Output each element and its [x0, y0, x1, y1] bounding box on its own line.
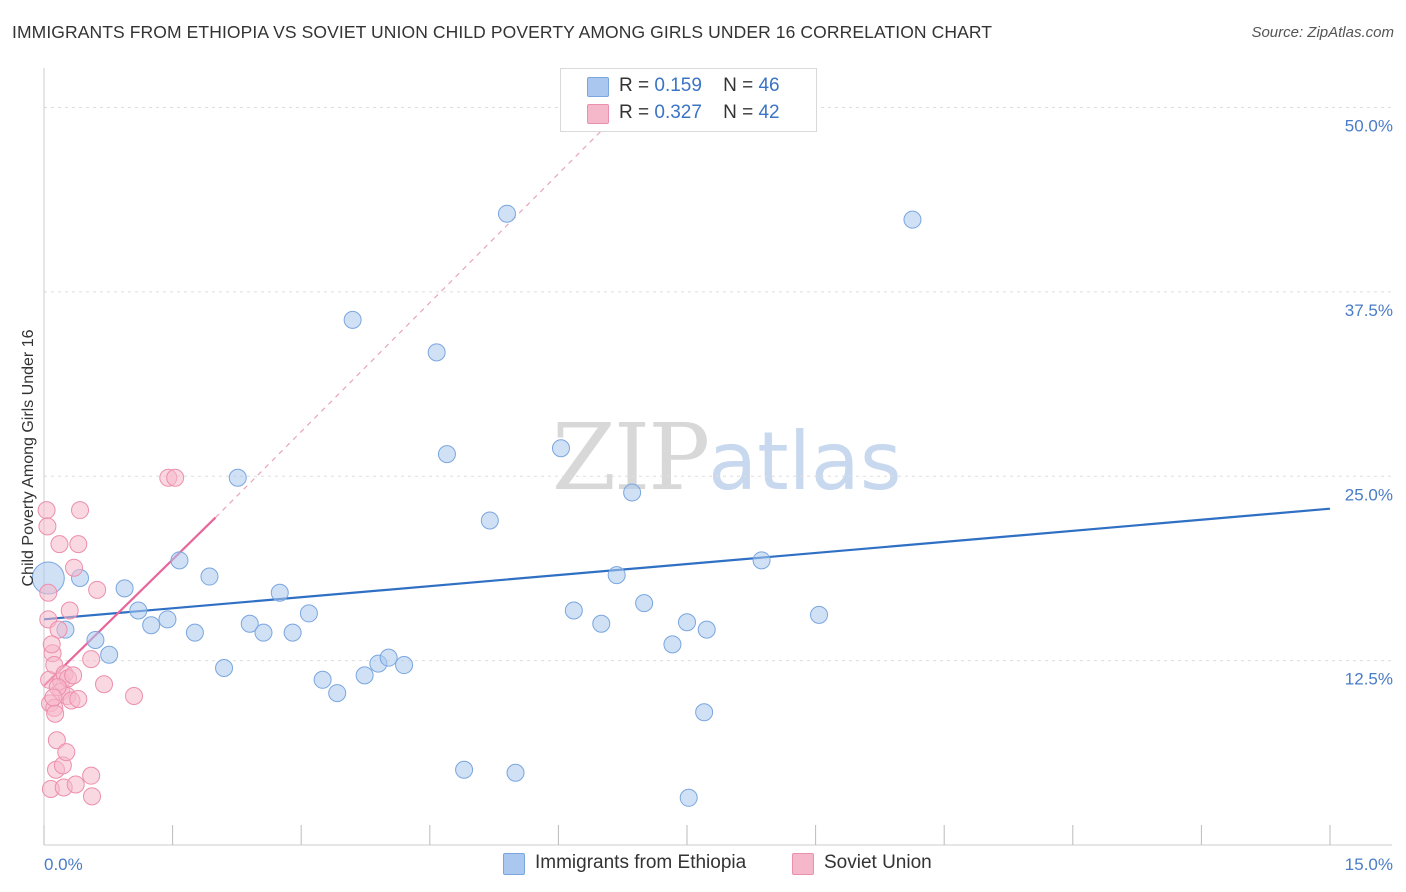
data-points	[31, 204, 922, 807]
point-soviet-34	[88, 580, 107, 599]
point-ethiopia-13	[228, 468, 247, 487]
axes	[43, 68, 1392, 846]
y-tick-label-1: 25.0%	[1345, 485, 1393, 504]
watermark-atlas: atlas	[708, 415, 902, 508]
point-ethiopia-32	[551, 439, 570, 458]
point-soviet-38	[166, 468, 185, 487]
point-ethiopia-33	[564, 601, 583, 620]
point-ethiopia-40	[679, 788, 698, 807]
y-tick-label-3: 50.0%	[1345, 117, 1393, 136]
bottom-legend-swatch-soviet	[792, 853, 814, 875]
point-soviet-36	[125, 687, 144, 706]
point-soviet-10	[46, 704, 65, 723]
point-soviet-28	[69, 689, 88, 708]
legend-swatch-soviet	[587, 104, 609, 124]
point-ethiopia-29	[480, 511, 499, 530]
trend-line-ext-soviet	[215, 121, 611, 518]
point-soviet-33	[83, 787, 102, 806]
tick-labels: 12.5% 25.0% 37.5% 50.0% 0.0% 15.0%	[44, 117, 1393, 875]
point-ethiopia-21	[343, 310, 362, 329]
bottom-legend-label-soviet: Soviet Union	[824, 852, 932, 873]
point-ethiopia-8	[158, 610, 177, 629]
point-soviet-41	[44, 688, 63, 707]
point-soviet-2	[39, 583, 58, 602]
point-ethiopia-31	[506, 763, 525, 782]
point-ethiopia-22	[355, 666, 374, 685]
point-ethiopia-14	[240, 614, 259, 633]
point-ethiopia-20	[328, 684, 347, 703]
point-soviet-35	[95, 675, 114, 694]
legend-swatch-ethiopia	[587, 77, 609, 97]
point-ethiopia-12	[215, 659, 234, 677]
legend: R = 0.159 N = 46 R = 0.327 N = 42	[560, 68, 817, 132]
point-ethiopia-35	[607, 566, 626, 585]
point-ethiopia-11	[200, 567, 219, 586]
point-ethiopia-37	[635, 594, 654, 613]
point-soviet-12	[47, 731, 66, 750]
bottom-legend-label-ethiopia: Immigrants from Ethiopia	[535, 852, 747, 873]
y-tick-label-0: 12.5%	[1345, 670, 1393, 689]
point-soviet-30	[71, 501, 90, 520]
point-soviet-1	[38, 517, 57, 536]
point-ethiopia-17	[283, 623, 302, 642]
chart-source: Source: ZipAtlas.com	[1251, 24, 1394, 41]
point-ethiopia-43	[752, 551, 771, 570]
point-ethiopia-39	[678, 613, 696, 632]
point-soviet-25	[64, 666, 83, 685]
point-soviet-0	[37, 501, 56, 520]
point-ethiopia-10	[185, 623, 204, 642]
point-ethiopia-25	[395, 656, 414, 675]
point-ethiopia-5	[115, 579, 134, 598]
trend-line-soviet	[43, 516, 217, 687]
point-ethiopia-41	[695, 703, 714, 722]
point-ethiopia-26	[427, 343, 446, 362]
x-tick-label-1: 15.0%	[1345, 855, 1393, 874]
point-ethiopia-44	[810, 605, 829, 624]
point-soviet-14	[50, 535, 69, 554]
point-soviet-27	[66, 775, 85, 794]
legend-text-ethiopia: R = 0.159 N = 46	[619, 75, 780, 96]
legend-text-soviet: R = 0.327 N = 42	[619, 102, 780, 123]
point-ethiopia-38	[663, 635, 682, 654]
x-tick-label-0: 0.0%	[44, 855, 83, 874]
point-ethiopia-16	[270, 583, 289, 602]
point-ethiopia-9	[170, 551, 189, 570]
point-ethiopia-36	[623, 483, 642, 502]
point-ethiopia-6	[129, 601, 148, 620]
point-soviet-23	[60, 601, 79, 620]
chart-title: IMMIGRANTS FROM ETHIOPIA VS SOVIET UNION…	[12, 22, 993, 42]
gridlines	[44, 107, 1392, 662]
point-ethiopia-15	[254, 623, 273, 642]
point-soviet-13	[49, 620, 68, 639]
point-soviet-29	[69, 535, 88, 554]
y-axis-label: Child Poverty Among Girls Under 16	[20, 329, 37, 586]
point-ethiopia-19	[313, 670, 332, 689]
point-ethiopia-3	[86, 630, 105, 649]
trend-line-ethiopia	[43, 507, 1331, 621]
y-tick-label-2: 37.5%	[1345, 301, 1393, 320]
point-ethiopia-24	[379, 648, 398, 667]
point-ethiopia-27	[437, 445, 456, 464]
point-soviet-39	[42, 635, 61, 654]
trend-lines	[43, 121, 1331, 687]
bottom-legend-swatch-ethiopia	[503, 853, 525, 875]
point-ethiopia-30	[497, 204, 516, 223]
point-soviet-31	[82, 766, 101, 785]
point-soviet-26	[65, 558, 84, 577]
point-ethiopia-18	[299, 604, 318, 623]
point-soviet-20	[57, 743, 76, 762]
point-ethiopia-7	[142, 616, 161, 635]
point-ethiopia-34	[592, 614, 611, 633]
point-soviet-32	[82, 650, 101, 669]
point-ethiopia-28	[455, 760, 474, 779]
point-ethiopia-42	[697, 620, 716, 639]
point-ethiopia-45	[903, 210, 922, 229]
point-ethiopia-4	[100, 645, 119, 664]
